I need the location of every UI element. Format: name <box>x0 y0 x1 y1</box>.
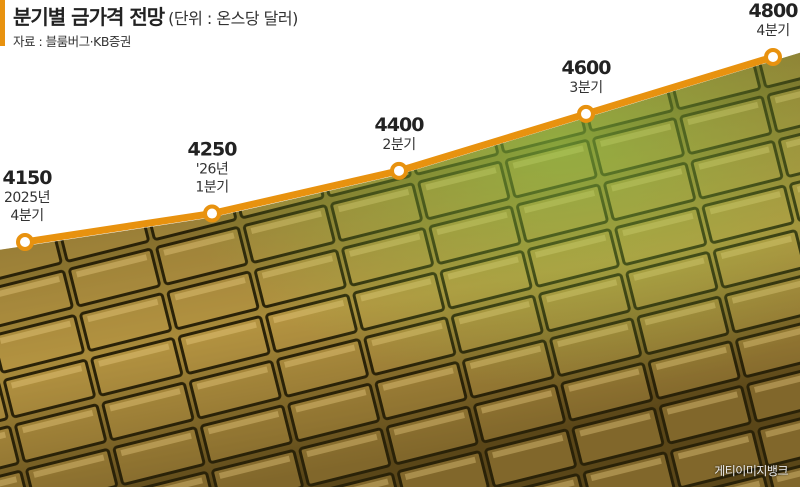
data-label: 4800 <box>749 0 799 22</box>
category-label: '26년 <box>196 162 229 178</box>
data-point <box>764 48 782 66</box>
data-label: 4400 <box>375 114 425 136</box>
unit-label: (단위 : 온스당 달러) <box>168 9 298 28</box>
data-point <box>390 161 408 180</box>
data-point <box>16 233 34 251</box>
category-label: 4분기 <box>10 208 43 224</box>
source-label: 자료 : 블룸버그·KB증권 <box>13 34 131 49</box>
category-label: 4분기 <box>756 23 789 39</box>
title-text: 분기별 금가격 전망 <box>13 5 165 29</box>
category-label: 3분기 <box>569 80 602 96</box>
category-label: 2분기 <box>382 137 415 153</box>
data-point <box>577 104 595 123</box>
category-label: 1분기 <box>195 180 228 196</box>
data-label: 4600 <box>562 57 612 79</box>
data-label: 4250 <box>188 139 238 161</box>
category-label: 2025년 <box>4 190 50 206</box>
image-credit: 게티이미지뱅크 <box>714 464 788 478</box>
data-label: 4150 <box>3 167 53 189</box>
title-accent-bar <box>0 0 5 46</box>
data-point <box>203 204 221 223</box>
chart-title: 분기별 금가격 전망 (단위 : 온스당 달러) <box>13 1 298 30</box>
